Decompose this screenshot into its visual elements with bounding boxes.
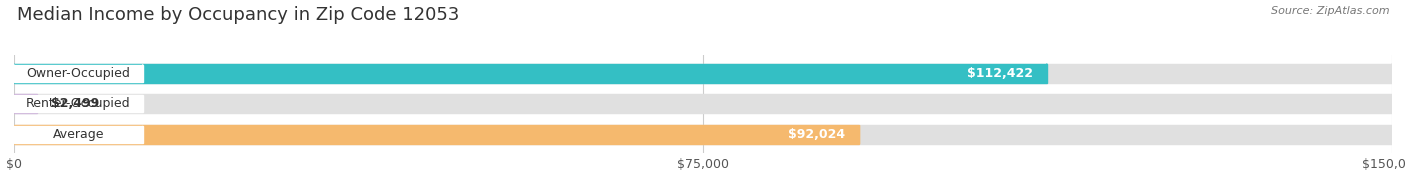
- Text: Renter-Occupied: Renter-Occupied: [27, 97, 131, 110]
- Bar: [14, 94, 1392, 113]
- Text: $112,422: $112,422: [967, 67, 1033, 80]
- Text: $2,499: $2,499: [51, 97, 98, 110]
- Text: $92,024: $92,024: [789, 128, 845, 141]
- Text: Median Income by Occupancy in Zip Code 12053: Median Income by Occupancy in Zip Code 1…: [17, 6, 460, 24]
- Bar: [14, 64, 1392, 83]
- Bar: [14, 126, 142, 143]
- Bar: [14, 65, 142, 82]
- Bar: [14, 95, 142, 113]
- Text: Average: Average: [52, 128, 104, 141]
- Text: Owner-Occupied: Owner-Occupied: [27, 67, 131, 80]
- Bar: [14, 64, 1046, 83]
- Bar: [14, 125, 859, 144]
- Text: Source: ZipAtlas.com: Source: ZipAtlas.com: [1271, 6, 1389, 16]
- Bar: [14, 125, 1392, 144]
- Bar: [14, 94, 37, 113]
